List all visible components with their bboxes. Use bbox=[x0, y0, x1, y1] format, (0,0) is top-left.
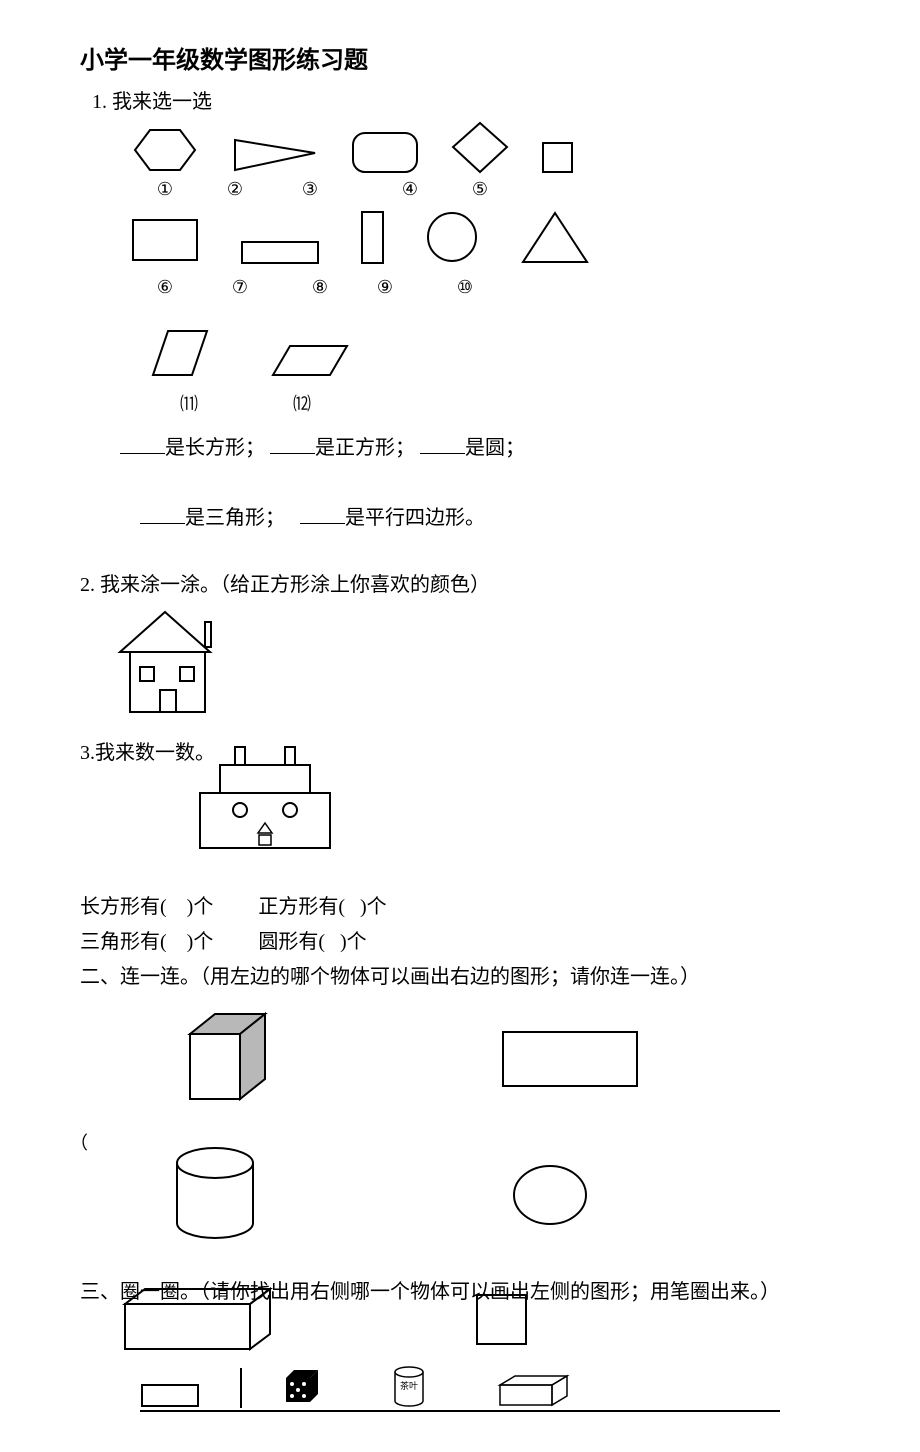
section-2-heading: 二、连一连。（用左边的哪个物体可以画出右边的图形；请你连一连。） bbox=[80, 960, 840, 989]
q3-count-2: 三角形有( )个 圆形有( )个 bbox=[80, 925, 840, 954]
house-figure bbox=[110, 607, 840, 732]
blank-field[interactable] bbox=[140, 506, 185, 524]
cuboid-left-icon bbox=[120, 1284, 280, 1354]
rectangle-outline-icon bbox=[500, 1029, 640, 1089]
q1-nums-3: ⑾ ⑿ bbox=[180, 390, 840, 416]
q1-nums-2: ⑥ ⑦ ⑧ ⑨ ⑩ bbox=[130, 277, 840, 298]
divider bbox=[240, 1368, 242, 1408]
blank-field[interactable] bbox=[120, 436, 165, 454]
rectangle-icon bbox=[130, 215, 200, 265]
num-label: ⑨ bbox=[360, 277, 410, 298]
rounded-rect-icon bbox=[350, 130, 420, 175]
q1-shape-row-1 bbox=[130, 120, 840, 175]
tall-rect-icon bbox=[360, 210, 385, 265]
q1-fill-1: 是长方形； 是正方形； 是圆； bbox=[120, 428, 840, 468]
count-text: )个 bbox=[360, 896, 387, 918]
num-label: ⑦ bbox=[215, 277, 265, 298]
blank-field[interactable] bbox=[300, 506, 345, 524]
ellipse-icon bbox=[510, 1163, 590, 1228]
flat-cuboid-icon bbox=[497, 1373, 572, 1408]
parallelogram-icon bbox=[150, 328, 210, 378]
count-text: )个 bbox=[187, 931, 214, 953]
count-text: 正方形有( bbox=[258, 896, 345, 918]
tea-label: 茶叶 bbox=[400, 1380, 418, 1391]
count-text: 圆形有( bbox=[258, 931, 325, 953]
blank-field[interactable] bbox=[270, 436, 315, 454]
num-label: ⑥ bbox=[130, 277, 200, 298]
robot-figure bbox=[190, 745, 840, 860]
triangle-pennant-icon bbox=[230, 135, 320, 175]
count-text: )个 bbox=[187, 896, 214, 918]
connect-row-2 bbox=[170, 1145, 840, 1245]
num-label: ④ bbox=[370, 179, 450, 200]
connect-area: （ bbox=[80, 1009, 840, 1245]
small-square-icon bbox=[540, 140, 575, 175]
num-label: ⑧ bbox=[290, 277, 350, 298]
count-text: 三角形有( bbox=[80, 931, 167, 953]
count-text: 长方形有( bbox=[80, 896, 167, 918]
connect-row-1 bbox=[170, 1009, 840, 1109]
num-label: ⑾ bbox=[180, 390, 198, 416]
long-rect-icon bbox=[240, 240, 320, 265]
num-label: ⑩ bbox=[435, 277, 495, 298]
num-label: ② bbox=[210, 179, 260, 200]
circle-icon bbox=[425, 210, 480, 265]
fill-text: 是平行四边形。 bbox=[345, 507, 485, 529]
fill-text: 是长方形； bbox=[165, 437, 265, 459]
q1-shape-row-2 bbox=[130, 210, 840, 265]
hexagon-icon bbox=[130, 125, 200, 175]
fill-text: 是三角形； bbox=[185, 507, 285, 529]
triangle-icon bbox=[520, 210, 590, 265]
square-right-icon bbox=[474, 1292, 529, 1347]
count-text: )个 bbox=[340, 931, 367, 953]
robot-icon bbox=[190, 745, 340, 855]
num-label: ① bbox=[130, 179, 200, 200]
cylinder-3d-icon bbox=[170, 1145, 260, 1245]
cuboid-row bbox=[120, 1284, 840, 1354]
flat-parallelogram-icon bbox=[270, 343, 350, 378]
tea-can-icon: 茶叶 bbox=[392, 1366, 427, 1408]
house-icon bbox=[110, 607, 240, 727]
num-label: ⑿ bbox=[293, 390, 311, 416]
bottom-icon-row: 茶叶 bbox=[140, 1366, 780, 1412]
fill-text: 是正方形； bbox=[315, 437, 415, 459]
blank-field[interactable] bbox=[420, 436, 465, 454]
q1-fill-2: 是三角形； 是平行四边形。 bbox=[140, 498, 840, 538]
q1-nums-1: ① ② ③ ④ ⑤ bbox=[130, 179, 840, 200]
num-label: ⑤ bbox=[450, 179, 510, 200]
fill-text: 是圆； bbox=[465, 437, 525, 459]
q3-count-1: 长方形有( )个 正方形有( )个 bbox=[80, 890, 840, 919]
num-label: ③ bbox=[280, 179, 340, 200]
dice-icon bbox=[282, 1368, 322, 1408]
small-rect-icon bbox=[140, 1383, 200, 1408]
diamond-icon bbox=[450, 120, 510, 175]
q1-shape-row-3 bbox=[150, 328, 840, 378]
cube-3d-icon bbox=[170, 1009, 280, 1109]
q1-heading: 1. 我来选一选 bbox=[92, 85, 840, 114]
page-title: 小学一年级数学图形练习题 bbox=[80, 40, 840, 75]
q2-heading: 2. 我来涂一涂。（给正方形涂上你喜欢的颜色） bbox=[80, 568, 840, 597]
